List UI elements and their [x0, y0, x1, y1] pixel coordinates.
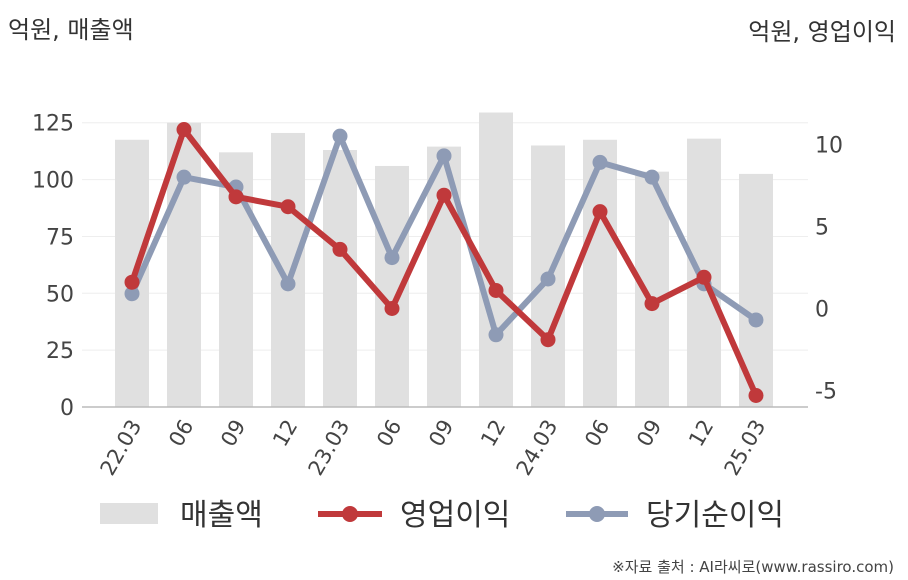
operating-profit-point [176, 122, 192, 138]
x-tick-label: 23.03 [303, 416, 354, 480]
operating-profit-point [644, 296, 660, 312]
profit-lines [124, 122, 764, 404]
left-tick-label: 50 [46, 282, 74, 307]
x-tick-label: 09 [424, 416, 458, 451]
left-tick-label: 75 [46, 225, 74, 250]
legend-swatch-revenue [100, 503, 158, 524]
left-tick-label: 25 [46, 339, 74, 364]
left-axis-ticks: 0 25 50 75 100 125 [32, 112, 74, 421]
x-tick-label: 12 [268, 416, 302, 451]
source-note: ※자료 출처 : AI라씨로(www.rassiro.com) [612, 558, 894, 576]
legend-label-operating-profit: 영업이익 [400, 498, 510, 533]
legend: 매출액 영업이익 당기순이익 [100, 498, 784, 533]
right-tick-label: 10 [815, 133, 843, 158]
revenue-bar [583, 139, 617, 407]
net-income-point [436, 148, 452, 164]
legend-label-net-income: 당기순이익 [646, 498, 784, 533]
revenue-bar [323, 150, 357, 407]
net-income-point [124, 286, 140, 302]
operating-profit-point [332, 241, 348, 257]
x-tick-label: 12 [476, 416, 510, 451]
operating-profit-point [748, 388, 764, 404]
x-tick-label: 24.03 [511, 416, 562, 480]
x-tick-label: 09 [216, 416, 250, 451]
operating-profit-point [436, 187, 452, 203]
right-axis-ticks: -5 0 5 10 [815, 133, 843, 404]
operating-profit-point [592, 204, 608, 220]
right-tick-label: -5 [815, 380, 837, 405]
net-income-point [644, 169, 660, 185]
x-tick-label: 06 [164, 416, 198, 451]
x-tick-label: 09 [632, 416, 666, 451]
x-tick-label: 06 [372, 416, 406, 451]
x-axis-ticks: 22.03 06 09 12 23.03 06 09 12 24.03 06 09 12 25.03 [95, 416, 770, 480]
operating-profit-point [696, 269, 712, 285]
net-income-point [540, 271, 556, 287]
legend-marker-operating-profit [342, 506, 358, 522]
operating-profit-point [280, 199, 296, 215]
right-tick-label: 0 [815, 297, 829, 322]
left-tick-label: 125 [32, 112, 74, 137]
net-income-point [592, 154, 608, 170]
revenue-bars [115, 112, 773, 408]
left-tick-label: 0 [60, 396, 74, 421]
operating-profit-point [540, 332, 556, 348]
right-tick-label: 5 [815, 215, 829, 240]
x-tick-label: 06 [580, 416, 614, 451]
x-tick-label: 12 [684, 416, 718, 451]
net-income-point [384, 250, 400, 266]
right-axis-title: 억원, 영업이익 [748, 18, 896, 46]
net-income-point [488, 327, 504, 343]
net-income-point [280, 276, 296, 292]
legend-marker-net-income [589, 506, 605, 522]
operating-profit-point [124, 274, 140, 290]
operating-profit-point [488, 282, 504, 298]
x-tick-label: 22.03 [95, 416, 146, 480]
revenue-bar [271, 132, 305, 408]
net-income-point [748, 312, 764, 328]
left-tick-label: 100 [32, 169, 74, 194]
x-tick-label: 25.03 [719, 416, 770, 480]
legend-label-revenue: 매출액 [180, 498, 263, 533]
operating-profit-point [384, 300, 400, 316]
revenue-bar [479, 112, 513, 407]
net-income-point [332, 128, 348, 144]
net-income-point [176, 169, 192, 185]
left-axis-title: 억원, 매출액 [8, 16, 134, 44]
operating-profit-point [228, 189, 244, 205]
